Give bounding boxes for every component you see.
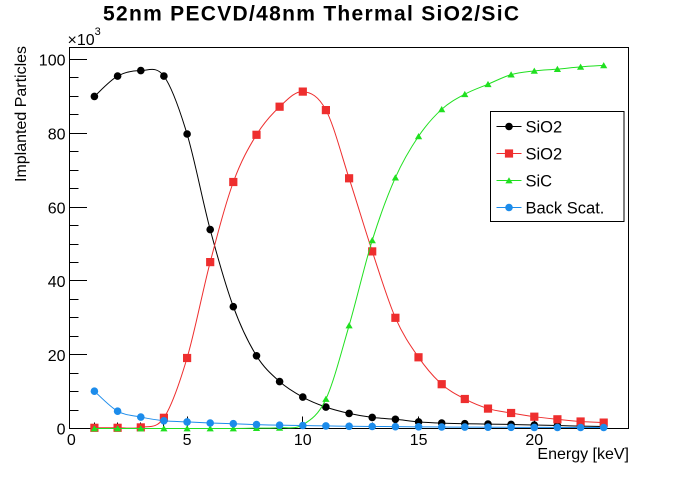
svg-text:80: 80 bbox=[48, 127, 66, 144]
svg-text:100: 100 bbox=[39, 53, 66, 70]
svg-text:SiC: SiC bbox=[526, 172, 553, 190]
svg-text:20: 20 bbox=[525, 432, 543, 449]
svg-text:×103: ×103 bbox=[68, 26, 101, 49]
svg-text:15: 15 bbox=[410, 432, 428, 449]
svg-text:Energy [keV]: Energy [keV] bbox=[537, 446, 629, 463]
svg-text:Back Scat.: Back Scat. bbox=[526, 199, 605, 217]
svg-text:5: 5 bbox=[183, 432, 192, 449]
svg-text:SiO2: SiO2 bbox=[526, 145, 563, 163]
svg-text:SiO2: SiO2 bbox=[526, 118, 563, 136]
svg-text:0: 0 bbox=[67, 432, 76, 449]
svg-text:60: 60 bbox=[48, 200, 66, 217]
svg-text:52nm PECVD/48nm Thermal SiO2/S: 52nm PECVD/48nm Thermal SiO2/SiC bbox=[103, 3, 519, 26]
svg-text:40: 40 bbox=[48, 274, 66, 291]
svg-text:0: 0 bbox=[57, 422, 66, 439]
svg-text:Implanted Particles: Implanted Particles bbox=[13, 46, 30, 182]
svg-text:10: 10 bbox=[294, 432, 312, 449]
svg-text:20: 20 bbox=[48, 348, 66, 365]
